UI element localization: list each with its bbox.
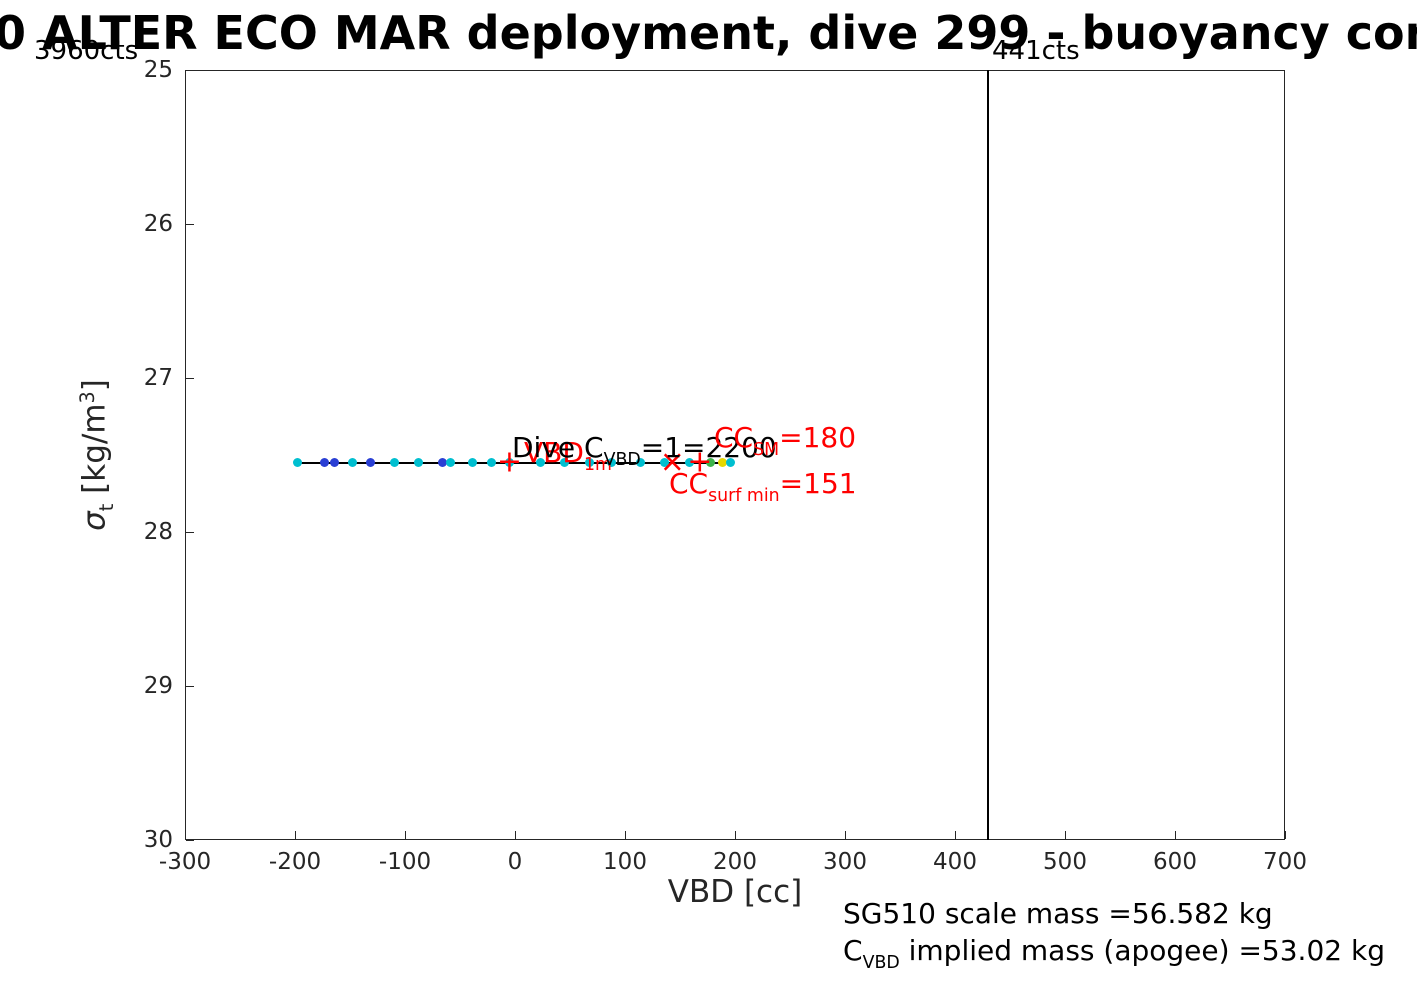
x-tick-mark [844, 831, 846, 839]
y-tick-mark [186, 69, 194, 71]
implied-mass-sub: VBD [862, 952, 900, 973]
x-axis-label: VBD [cc] [667, 874, 803, 910]
vbd-max-counts-label: 3960cts [34, 36, 139, 66]
vbd-1m-sub: 1m [583, 454, 612, 475]
x-tick-label: 500 [1043, 849, 1087, 875]
x-tick-mark [624, 831, 626, 839]
figure-canvas: { "figure": { "title": "0 ALTER ECO MAR … [0, 6, 1417, 973]
x-tick-mark [404, 831, 406, 839]
data-point [726, 458, 736, 468]
ylabel-close-bracket: ] [76, 379, 113, 392]
data-point [389, 458, 399, 468]
x-tick-label: 100 [603, 849, 647, 875]
x-tick-mark [1174, 831, 1176, 839]
plus-marker: + [687, 444, 713, 480]
cc-sm-value: =180 [779, 421, 857, 454]
implied-mass-value: implied mass (apogee) =53.02 kg [899, 934, 1385, 967]
cc-sm-text: CC [714, 421, 754, 454]
data-point [347, 458, 357, 468]
y-tick-mark [186, 377, 194, 379]
data-point [560, 458, 569, 468]
x-tick-label: -200 [268, 849, 322, 875]
dive-cvbd-sub: VBD [603, 449, 641, 470]
y-tick-label: 29 [143, 673, 173, 699]
cc-surf-min-annotation: CCsurf min=151 [669, 467, 857, 506]
plus-marker: + [496, 444, 523, 480]
cc-surf-min-text: CC [669, 467, 709, 500]
x-tick-mark [1064, 831, 1066, 839]
data-point [487, 458, 497, 468]
data-point [467, 458, 477, 468]
x-tick-mark [184, 831, 186, 839]
scale-mass-text: SG510 scale mass =56.582 kg [843, 895, 1385, 932]
vbd-1m-annotation: VBD1m [524, 436, 612, 475]
y-tick-label: 26 [143, 211, 173, 237]
x-tick-mark [514, 831, 516, 839]
x-tick-label: -100 [378, 849, 432, 875]
figure-title: 0 ALTER ECO MAR deployment, dive 299 - b… [0, 6, 1417, 60]
vbd-limit-line [987, 70, 989, 840]
x-marker: × [659, 444, 685, 480]
x-tick-mark [1284, 831, 1286, 839]
data-point [437, 458, 447, 468]
y-tick-mark [186, 223, 194, 225]
x-tick-label: 600 [1153, 849, 1197, 875]
data-point [320, 458, 330, 468]
dive-cvbd-annotation: Dive CVBD=1=2200 [512, 431, 777, 470]
data-point [292, 458, 302, 468]
data-point [718, 458, 728, 468]
footer-stats: SG510 scale mass =56.582 kg CVBD implied… [843, 895, 1385, 982]
data-point [685, 458, 695, 468]
cc-surf-min-sub: surf min [708, 485, 780, 506]
x-tick-mark [954, 831, 956, 839]
sigma-symbol: σ [76, 511, 113, 531]
data-point [607, 458, 617, 468]
y-tick-mark [186, 839, 194, 841]
y-tick-label: 27 [143, 365, 173, 391]
cc-sm-annotation: CCSM=180 [714, 421, 856, 460]
dive-cvbd-value: =1=2200 [640, 431, 777, 464]
data-point [660, 458, 670, 468]
x-tick-mark [734, 831, 736, 839]
vbd-min-counts-label: 441cts [992, 36, 1080, 66]
dive-cvbd-text: Dive C [512, 431, 604, 464]
data-point [413, 458, 423, 468]
y-axis-label: σt [kg/m3] [76, 379, 118, 531]
implied-mass-text: CVBD implied mass (apogee) =53.02 kg [843, 932, 1385, 982]
y-tick-label: 25 [143, 57, 173, 83]
x-tick-label: 300 [823, 849, 867, 875]
y-tick-label: 28 [143, 519, 173, 545]
y-tick-mark [186, 685, 194, 687]
y-tick-mark [186, 531, 194, 533]
plot-axes-box [185, 70, 1285, 840]
ylabel-units: [kg/m [76, 403, 113, 504]
x-tick-label: 0 [507, 849, 523, 875]
x-tick-label: 400 [933, 849, 977, 875]
data-point [366, 458, 376, 468]
sigma-subscript: t [95, 503, 119, 512]
x-tick-label: 200 [713, 849, 757, 875]
data-point [445, 458, 455, 468]
cc-sm-sub: SM [753, 439, 780, 460]
scale-mass-value: SG510 scale mass =56.582 kg [843, 897, 1273, 930]
data-point [535, 458, 545, 468]
data-point [585, 458, 595, 468]
ylabel-exponent: 3 [75, 391, 99, 404]
data-point [706, 458, 716, 468]
y-tick-label: 30 [143, 827, 173, 853]
x-tick-mark [294, 831, 296, 839]
x-tick-label: 700 [1263, 849, 1307, 875]
vbd-1m-text: VBD [524, 436, 584, 469]
cc-surf-min-value: =151 [779, 467, 857, 500]
data-point [505, 458, 514, 468]
data-point [330, 458, 340, 468]
implied-mass-pre: C [843, 934, 863, 967]
data-point [635, 458, 645, 468]
x-tick-label: -300 [158, 849, 212, 875]
